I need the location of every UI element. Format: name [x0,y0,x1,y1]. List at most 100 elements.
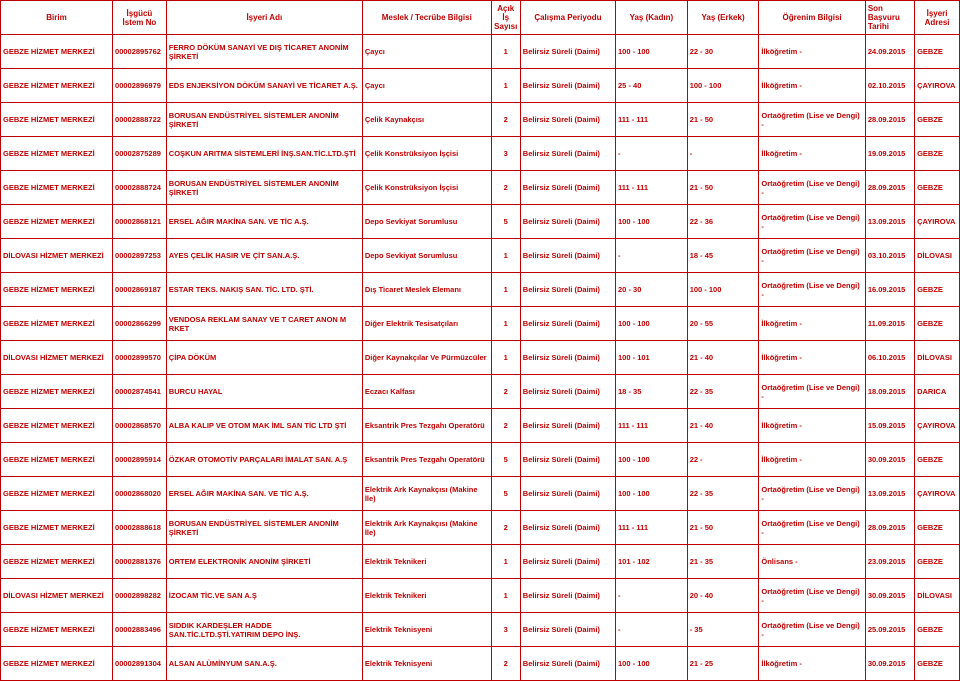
cell-meslek: Elektrik Teknikeri [362,579,491,613]
cell-yaserkek: 22 - 30 [687,35,759,69]
table-row: GEBZE HİZMET MERKEZİ00002896979EDS ENJEK… [1,69,960,103]
table-row: DİLOVASI HİZMET MERKEZİ00002897253AYES Ç… [1,239,960,273]
cell-istem: 00002883496 [113,613,167,647]
cell-calisma: Belirsiz Süreli (Daimi) [520,613,615,647]
cell-isyeri: SIDDIK KARDEŞLER HADDE SAN.TİC.LTD.ŞTİ.Y… [166,613,362,647]
cell-calisma: Belirsiz Süreli (Daimi) [520,545,615,579]
cell-acik: 1 [491,273,520,307]
cell-meslek: Eksantrik Pres Tezgahı Operatörü [362,443,491,477]
cell-calisma: Belirsiz Süreli (Daimi) [520,511,615,545]
cell-yaskadin: 20 - 30 [616,273,688,307]
cell-tarih: 28.09.2015 [865,511,914,545]
cell-tarih: 16.09.2015 [865,273,914,307]
cell-birim: GEBZE HİZMET MERKEZİ [1,647,113,681]
cell-adres: ÇAYIROVA [915,205,960,239]
cell-yaskadin: 101 - 102 [616,545,688,579]
cell-yaserkek: 18 - 45 [687,239,759,273]
cell-ogrenim: İlköğretim - [759,307,865,341]
cell-tarih: 13.09.2015 [865,205,914,239]
cell-yaskadin: 25 - 40 [616,69,688,103]
cell-adres: GEBZE [915,545,960,579]
cell-ogrenim: İlköğretim - [759,35,865,69]
job-listings-table: Birimİşgücü İstem Noİşyeri AdıMeslek / T… [0,0,960,681]
table-row: GEBZE HİZMET MERKEZİ00002888722BORUSAN E… [1,103,960,137]
cell-calisma: Belirsiz Süreli (Daimi) [520,443,615,477]
cell-yaskadin: 100 - 100 [616,477,688,511]
cell-meslek: Çaycı [362,69,491,103]
cell-adres: GEBZE [915,307,960,341]
column-header-birim: Birim [1,1,113,35]
cell-isyeri: İZOCAM TİC.VE SAN A.Ş [166,579,362,613]
cell-isyeri: BORUSAN ENDÜSTRİYEL SİSTEMLER ANONİM ŞİR… [166,511,362,545]
cell-istem: 00002868570 [113,409,167,443]
cell-acik: 1 [491,239,520,273]
table-row: GEBZE HİZMET MERKEZİ00002895762FERRO DÖK… [1,35,960,69]
cell-acik: 2 [491,647,520,681]
cell-birim: GEBZE HİZMET MERKEZİ [1,613,113,647]
cell-yaskadin: - [616,239,688,273]
table-row: GEBZE HİZMET MERKEZİ00002888618BORUSAN E… [1,511,960,545]
cell-ogrenim: Ortaöğretim (Lise ve Dengi) - [759,511,865,545]
cell-yaserkek: - 35 [687,613,759,647]
cell-yaserkek: 21 - 50 [687,171,759,205]
cell-istem: 00002899570 [113,341,167,375]
cell-adres: GEBZE [915,511,960,545]
cell-meslek: Elektrik Teknisyeni [362,613,491,647]
cell-birim: GEBZE HİZMET MERKEZİ [1,35,113,69]
cell-yaserkek: 21 - 50 [687,511,759,545]
cell-istem: 00002866299 [113,307,167,341]
table-row: GEBZE HİZMET MERKEZİ00002868570ALBA KALI… [1,409,960,443]
table-row: GEBZE HİZMET MERKEZİ00002888724BORUSAN E… [1,171,960,205]
cell-adres: DİLOVASI [915,341,960,375]
cell-istem: 00002897253 [113,239,167,273]
cell-tarih: 28.09.2015 [865,103,914,137]
cell-calisma: Belirsiz Süreli (Daimi) [520,341,615,375]
table-row: GEBZE HİZMET MERKEZİ00002868121ERSEL AĞI… [1,205,960,239]
cell-tarih: 23.09.2015 [865,545,914,579]
cell-tarih: 02.10.2015 [865,69,914,103]
cell-meslek: Çelik Konstrüksiyon İşçisi [362,171,491,205]
cell-birim: GEBZE HİZMET MERKEZİ [1,511,113,545]
cell-tarih: 15.09.2015 [865,409,914,443]
cell-yaserkek: 22 - 35 [687,375,759,409]
table-row: DİLOVASI HİZMET MERKEZİ00002898282İZOCAM… [1,579,960,613]
cell-calisma: Belirsiz Süreli (Daimi) [520,647,615,681]
cell-adres: ÇAYIROVA [915,69,960,103]
cell-birim: GEBZE HİZMET MERKEZİ [1,307,113,341]
cell-meslek: Çaycı [362,35,491,69]
table-row: GEBZE HİZMET MERKEZİ00002874541BURCU HAY… [1,375,960,409]
cell-birim: GEBZE HİZMET MERKEZİ [1,137,113,171]
cell-tarih: 19.09.2015 [865,137,914,171]
cell-isyeri: EDS ENJEKSİYON DÖKÜM SANAYİ VE TİCARET A… [166,69,362,103]
cell-ogrenim: Ortaöğretim (Lise ve Dengi) - [759,613,865,647]
cell-meslek: Eksantrik Pres Tezgahı Operatörü [362,409,491,443]
cell-ogrenim: Ortaöğretim (Lise ve Dengi) - [759,579,865,613]
cell-adres: ÇAYIROVA [915,477,960,511]
cell-isyeri: ALBA KALIP VE OTOM MAK İML SAN TİC LTD Ş… [166,409,362,443]
cell-birim: GEBZE HİZMET MERKEZİ [1,103,113,137]
cell-tarih: 24.09.2015 [865,35,914,69]
cell-calisma: Belirsiz Süreli (Daimi) [520,375,615,409]
cell-calisma: Belirsiz Süreli (Daimi) [520,477,615,511]
cell-tarih: 06.10.2015 [865,341,914,375]
cell-istem: 00002875289 [113,137,167,171]
cell-isyeri: ESTAR TEKS. NAKIŞ SAN. TİC. LTD. ŞTİ. [166,273,362,307]
column-header-yaskadin: Yaş (Kadın) [616,1,688,35]
cell-ogrenim: Ortaöğretim (Lise ve Dengi) - [759,273,865,307]
cell-birim: DİLOVASI HİZMET MERKEZİ [1,239,113,273]
column-header-tarih: Son Başvuru Tarihi [865,1,914,35]
cell-birim: GEBZE HİZMET MERKEZİ [1,205,113,239]
column-header-istem: İşgücü İstem No [113,1,167,35]
cell-acik: 3 [491,137,520,171]
cell-birim: DİLOVASI HİZMET MERKEZİ [1,341,113,375]
cell-yaskadin: - [616,579,688,613]
cell-acik: 2 [491,409,520,443]
cell-birim: GEBZE HİZMET MERKEZİ [1,375,113,409]
cell-calisma: Belirsiz Süreli (Daimi) [520,409,615,443]
table-row: GEBZE HİZMET MERKEZİ00002881376ORTEM ELE… [1,545,960,579]
cell-ogrenim: İlköğretim - [759,69,865,103]
cell-yaserkek: 20 - 55 [687,307,759,341]
cell-birim: GEBZE HİZMET MERKEZİ [1,477,113,511]
cell-yaskadin: 111 - 111 [616,409,688,443]
cell-acik: 2 [491,511,520,545]
